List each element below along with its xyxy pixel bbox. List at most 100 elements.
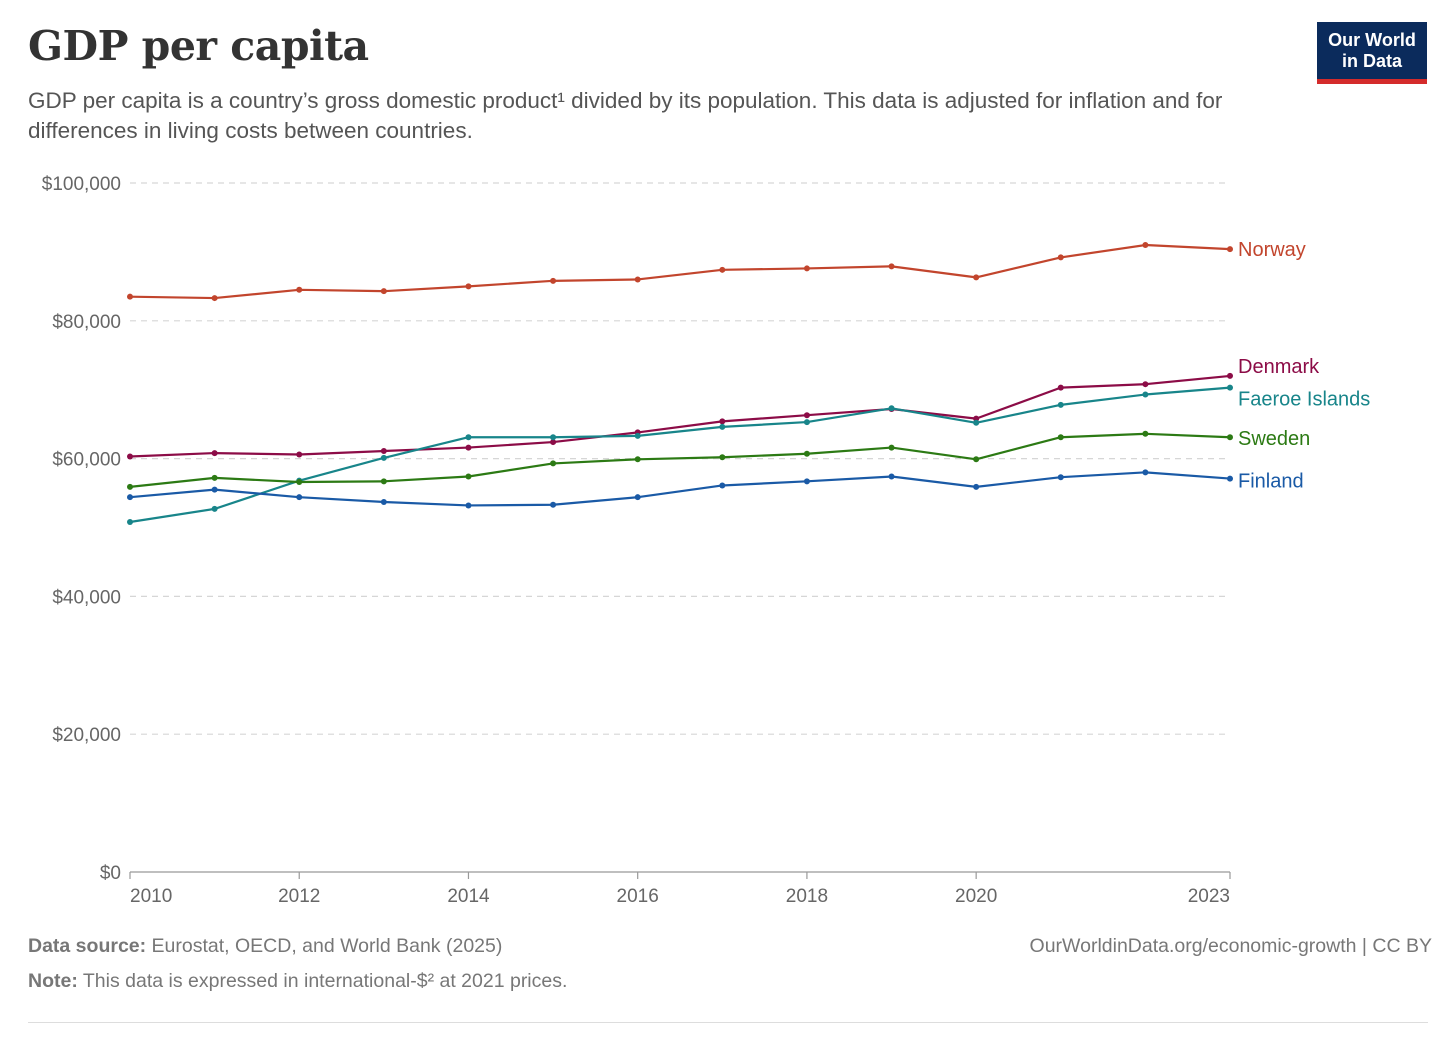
series-line (129, 471, 1231, 507)
data-point (296, 286, 303, 293)
x-tick-label: 2023 (1188, 886, 1230, 907)
logo-line-1: Our World (1328, 30, 1416, 50)
data-point (211, 295, 218, 302)
data-point (634, 432, 641, 439)
data-point (550, 277, 557, 284)
source-url-link[interactable]: OurWorldinData.org/economic-growth (1029, 935, 1357, 957)
data-point (550, 501, 557, 508)
x-tick-label: 2020 (955, 886, 997, 907)
series-label: Norway (1238, 239, 1306, 261)
data-point (719, 266, 726, 273)
data-point (719, 418, 726, 425)
series-line (129, 432, 1231, 488)
series-label: Finland (1238, 471, 1304, 493)
data-point (719, 482, 726, 489)
data-point (719, 454, 726, 461)
data-point (1057, 384, 1064, 391)
data-point (127, 518, 133, 525)
data-point (1057, 434, 1064, 441)
data-point (550, 460, 557, 467)
data-point (888, 263, 895, 270)
footer-divider (28, 1022, 1428, 1023)
y-tick-label: $80,000 (52, 312, 121, 333)
data-point (550, 434, 557, 441)
data-point (973, 419, 980, 426)
data-point (634, 276, 641, 283)
series-line (129, 243, 1231, 300)
x-tick-label: 2010 (130, 886, 172, 907)
data-point (465, 283, 472, 290)
note-label: Note: (28, 970, 78, 992)
y-tick-label: $0 (100, 863, 121, 884)
data-source: Data source: Eurostat, OECD, and World B… (28, 935, 502, 958)
data-point (380, 448, 387, 455)
y-tick-label: $60,000 (52, 450, 121, 471)
data-point (1142, 242, 1149, 249)
logo-line-2: in Data (1341, 51, 1402, 71)
data-point (888, 444, 895, 451)
data-point (1227, 434, 1233, 441)
owid-logo[interactable]: Our World in Data (1317, 22, 1427, 84)
license-text: | CC BY (1356, 935, 1432, 957)
data-point (465, 502, 472, 509)
data-point (127, 494, 133, 501)
data-point (973, 274, 980, 281)
data-point (296, 479, 303, 486)
data-point (1142, 430, 1149, 437)
data-point (634, 494, 641, 501)
data-point (1227, 372, 1233, 379)
data-point (380, 499, 387, 506)
y-tick-label: $40,000 (52, 587, 121, 608)
source-text: Eurostat, OECD, and World Bank (2025) (146, 935, 503, 957)
data-point (973, 456, 980, 463)
data-point (465, 473, 472, 480)
data-point (380, 454, 387, 461)
chart-subtitle: GDP per capita is a country’s gross dome… (28, 88, 1223, 143)
data-point (634, 456, 641, 463)
y-tick-label: $100,000 (42, 174, 121, 195)
series-label: Faeroe Islands (1238, 389, 1370, 411)
series-lines (127, 242, 1233, 525)
data-point (803, 419, 810, 426)
data-point (803, 478, 810, 485)
data-point (1227, 384, 1233, 391)
data-point (803, 265, 810, 272)
series-labels: Norway Denmark Faeroe Islands Sweden Finland (1238, 239, 1370, 492)
chart-title: GDP per capita (28, 22, 369, 70)
data-point (803, 412, 810, 419)
y-tick-label: $20,000 (52, 725, 121, 746)
data-point (973, 483, 980, 490)
data-point (1142, 391, 1149, 398)
x-tick-label: 2014 (447, 886, 490, 907)
data-point (465, 434, 472, 441)
series-label: Sweden (1238, 428, 1310, 450)
data-point (296, 451, 303, 458)
attribution: OurWorldinData.org/economic-growth | CC … (1030, 935, 1432, 958)
data-point (127, 293, 133, 300)
data-point (1057, 474, 1064, 481)
axes: $0 $20,000 $40,000 $60,000 $80,000 $100,000 20… (42, 174, 1231, 907)
data-point (1227, 475, 1233, 482)
data-point (127, 453, 133, 460)
data-point (719, 423, 726, 430)
data-point (550, 439, 557, 446)
x-tick-label: 2012 (278, 886, 320, 907)
data-point (973, 415, 980, 422)
data-point (888, 473, 895, 480)
data-point (888, 405, 895, 412)
data-point (1227, 246, 1233, 253)
gridlines (130, 182, 1230, 735)
x-tick-label: 2018 (786, 886, 828, 907)
data-point (1142, 381, 1149, 388)
data-point (211, 505, 218, 512)
data-point (211, 474, 218, 481)
data-point (803, 450, 810, 457)
data-point (1142, 469, 1149, 476)
data-point (1057, 254, 1064, 261)
data-point (211, 486, 218, 493)
data-point (380, 288, 387, 295)
data-point (211, 450, 218, 457)
x-tick-label: 2016 (617, 886, 659, 907)
data-point (296, 494, 303, 501)
